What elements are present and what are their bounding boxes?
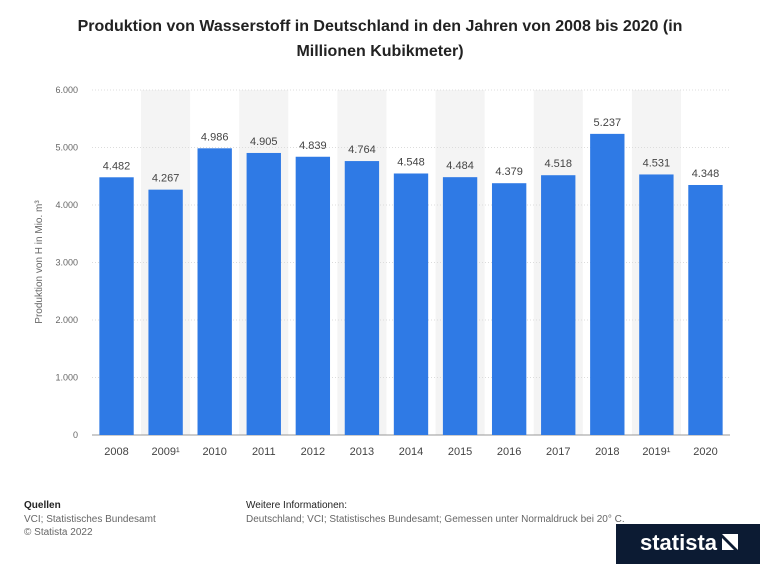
value-label: 4.379 <box>495 166 523 178</box>
x-tick-label: 2016 <box>497 446 521 458</box>
x-tick-label: 2017 <box>546 446 570 458</box>
bar <box>393 173 429 436</box>
x-tick-label: 2012 <box>301 446 325 458</box>
y-tick-label: 0 <box>73 430 78 440</box>
y-tick-label: 5.000 <box>55 143 78 153</box>
y-tick-label: 2.000 <box>55 315 78 325</box>
x-tick-label: 2009¹ <box>152 446 180 458</box>
sources: VCI; Statistisches Bundesamt <box>24 514 156 525</box>
value-label: 4.839 <box>299 140 327 152</box>
x-tick-label: 2019¹ <box>642 446 670 458</box>
y-axis-label: Produktion von H in Mio. m³ <box>34 200 45 324</box>
value-label: 4.484 <box>446 160 474 172</box>
value-label: 4.518 <box>544 158 572 170</box>
y-tick-label: 3.000 <box>55 258 78 268</box>
x-tick-label: 2010 <box>202 446 226 458</box>
x-tick-label: 2013 <box>350 446 374 458</box>
value-label: 4.531 <box>643 157 671 169</box>
bar <box>688 184 723 435</box>
info: Deutschland; VCI; Statistisches Bundesam… <box>246 514 625 525</box>
y-tick-label: 1.000 <box>55 373 78 383</box>
bar <box>491 183 527 435</box>
bar <box>197 148 232 435</box>
x-tick-label: 2020 <box>693 446 717 458</box>
y-tick-label: 4.000 <box>55 200 78 210</box>
y-tick-label: 6.000 <box>55 85 78 95</box>
bar <box>148 189 183 435</box>
value-label: 4.905 <box>250 136 278 148</box>
value-label: 4.482 <box>103 160 131 172</box>
value-label: 4.986 <box>201 131 229 143</box>
value-label: 4.548 <box>397 156 425 168</box>
logo: statista <box>640 530 718 555</box>
bar <box>590 133 625 435</box>
bar <box>99 177 134 435</box>
x-tick-label: 2018 <box>595 446 619 458</box>
value-label: 5.237 <box>594 117 622 129</box>
x-tick-label: 2015 <box>448 446 472 458</box>
bar <box>639 174 674 435</box>
bar <box>295 156 331 435</box>
value-label: 4.764 <box>348 144 376 156</box>
x-tick-label: 2008 <box>104 446 128 458</box>
info-title: Weitere Informationen: <box>246 500 347 511</box>
copyright: © Statista 2022 <box>24 527 93 538</box>
bar <box>442 177 478 436</box>
x-tick-label: 2011 <box>252 446 276 458</box>
chart-title: Produktion von Wasserstoff in Deutschlan… <box>77 18 683 60</box>
value-label: 4.348 <box>692 168 720 180</box>
value-label: 4.267 <box>152 173 180 185</box>
x-tick-label: 2014 <box>399 446 423 458</box>
bar <box>344 161 380 435</box>
bar <box>541 175 576 435</box>
sources-title: Quellen <box>24 500 61 511</box>
logo-icon <box>722 534 738 550</box>
bar <box>246 152 281 435</box>
